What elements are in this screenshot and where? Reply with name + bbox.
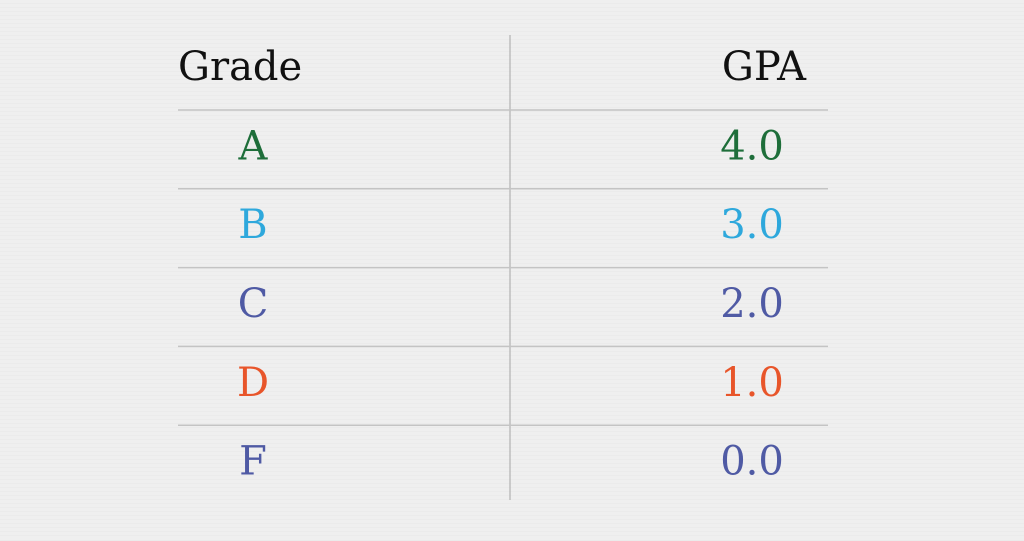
gpa-cell: 2.0 <box>720 281 784 327</box>
grade-cell: B <box>238 202 267 248</box>
gpa-cell: 3.0 <box>720 202 784 248</box>
grade-cell: F <box>239 439 267 485</box>
gpa-cell: 1.0 <box>720 360 784 406</box>
grade-cell: D <box>237 360 269 406</box>
gpa-cell: 4.0 <box>720 123 784 169</box>
grade-cell: C <box>238 281 269 327</box>
header-gpa: GPA <box>722 44 807 90</box>
grade-cell: A <box>238 123 269 169</box>
gpa-cell: 0.0 <box>720 439 784 485</box>
header-grade: Grade <box>178 44 302 90</box>
